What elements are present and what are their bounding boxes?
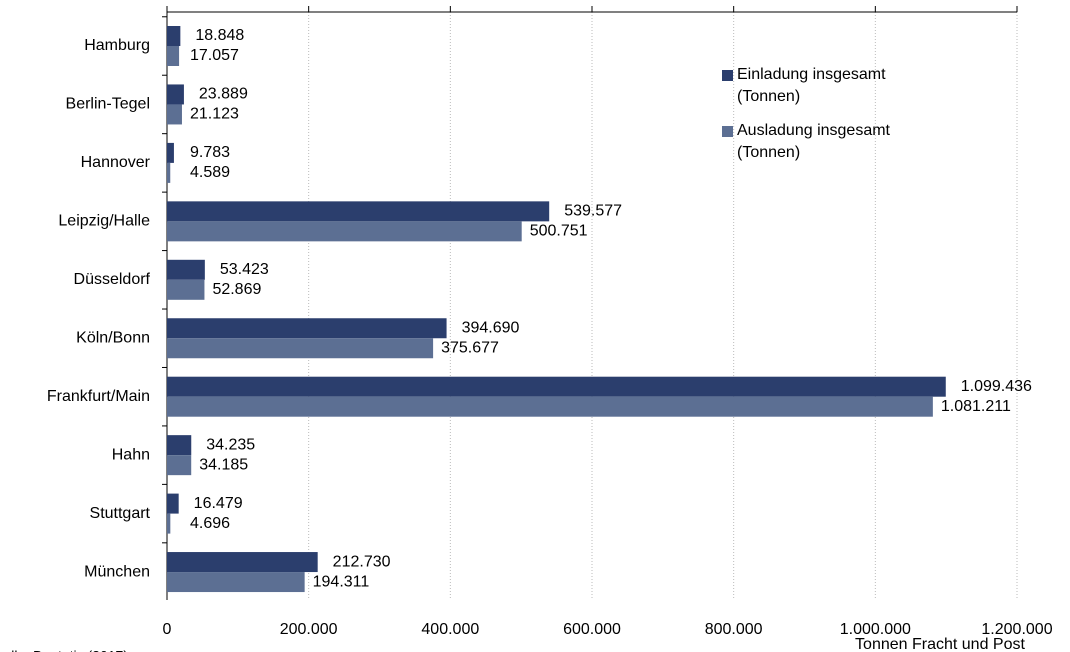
value-label: 9.783 <box>190 144 230 161</box>
bar <box>167 162 171 183</box>
x-tick-label: 800.000 <box>705 621 763 638</box>
bar <box>167 142 174 163</box>
legend-item: Einladung insgesamt (Tonnen) <box>722 64 952 108</box>
value-label: 1.099.436 <box>961 378 1032 395</box>
bar <box>167 513 171 534</box>
value-label: 34.235 <box>206 436 255 453</box>
value-label: 539.577 <box>564 203 622 220</box>
y-tick-label: Hahn <box>112 446 150 463</box>
y-tick-label: Stuttgart <box>90 505 151 522</box>
bar <box>167 455 192 476</box>
bar <box>167 259 205 280</box>
bar <box>167 46 180 66</box>
y-tick-label: Hamburg <box>84 37 150 54</box>
bar <box>167 201 550 222</box>
bar <box>167 493 179 514</box>
value-label: 21.123 <box>190 106 239 123</box>
x-tick-label: 200.000 <box>280 621 338 638</box>
source-note: Quelle: Destatis (2017) <box>0 648 128 652</box>
x-tick-label: 1.200.000 <box>981 621 1052 638</box>
legend-swatch <box>722 126 733 137</box>
x-tick-label: 1.000.000 <box>840 621 911 638</box>
value-label: 375.677 <box>441 339 499 356</box>
y-tick-label: Hannover <box>81 154 151 171</box>
bar <box>167 435 192 456</box>
bar <box>167 552 318 573</box>
bar <box>167 104 182 125</box>
legend-label: Ausladung insgesamt (Tonnen) <box>737 122 890 161</box>
value-label: 394.690 <box>462 319 520 336</box>
value-label: 500.751 <box>530 223 588 240</box>
legend-label: Einladung insgesamt (Tonnen) <box>737 66 886 105</box>
y-tick-label: Köln/Bonn <box>76 329 150 346</box>
x-axis-label: Tonnen Fracht und Post <box>855 636 1025 652</box>
value-label: 4.696 <box>190 515 230 532</box>
value-label: 212.730 <box>333 553 391 570</box>
value-label: 53.423 <box>220 261 269 278</box>
value-label: 52.869 <box>212 281 261 298</box>
value-label: 1.081.211 <box>941 398 1011 415</box>
bar <box>167 26 181 46</box>
y-tick-label: München <box>84 563 150 580</box>
y-tick-label: Düsseldorf <box>74 271 151 288</box>
legend: Einladung insgesamt (Tonnen) Ausladung in… <box>722 64 952 176</box>
value-label: 18.848 <box>195 27 244 44</box>
bar <box>167 84 184 105</box>
bar <box>167 338 434 359</box>
bar <box>167 572 305 593</box>
value-label: 194.311 <box>313 573 370 590</box>
legend-item: Ausladung insgesamt (Tonnen) <box>722 120 952 164</box>
value-label: 4.589 <box>190 164 230 181</box>
bar <box>167 221 522 242</box>
y-tick-label: Leipzig/Halle <box>58 213 150 230</box>
y-tick-label: Berlin-Tegel <box>66 96 150 113</box>
value-label: 16.479 <box>194 495 243 512</box>
bar <box>167 318 447 339</box>
legend-swatch <box>722 70 733 81</box>
value-label: 34.185 <box>199 456 248 473</box>
x-tick-label: 600.000 <box>563 621 621 638</box>
bar <box>167 279 205 300</box>
bar <box>167 376 946 397</box>
x-tick-label: 400.000 <box>421 621 479 638</box>
value-label: 23.889 <box>199 86 248 103</box>
y-tick-label: Frankfurt/Main <box>47 388 150 405</box>
bar <box>167 396 933 417</box>
x-tick-label: 0 <box>163 621 172 638</box>
value-label: 17.057 <box>190 47 239 64</box>
